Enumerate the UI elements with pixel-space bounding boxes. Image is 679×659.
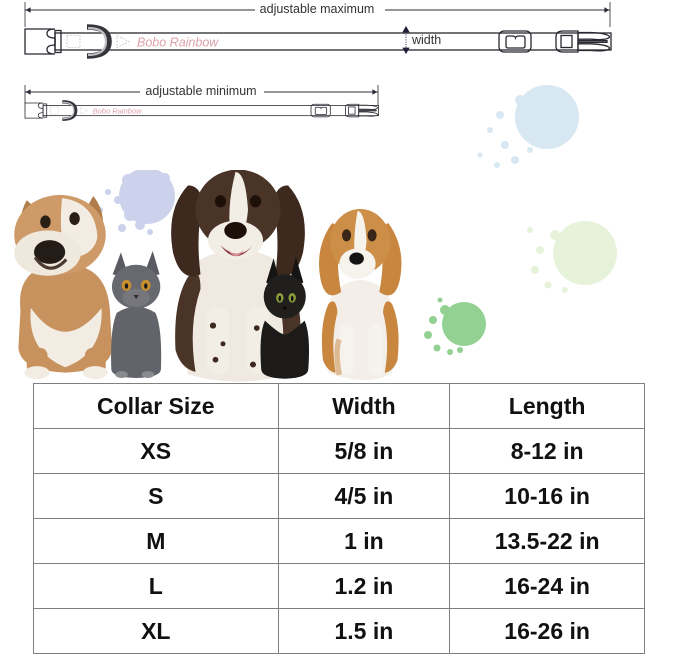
svg-text:adjustable minimum: adjustable minimum <box>145 84 256 98</box>
svg-text:adjustable maximum: adjustable maximum <box>260 2 375 16</box>
svg-text:width: width <box>411 33 441 47</box>
